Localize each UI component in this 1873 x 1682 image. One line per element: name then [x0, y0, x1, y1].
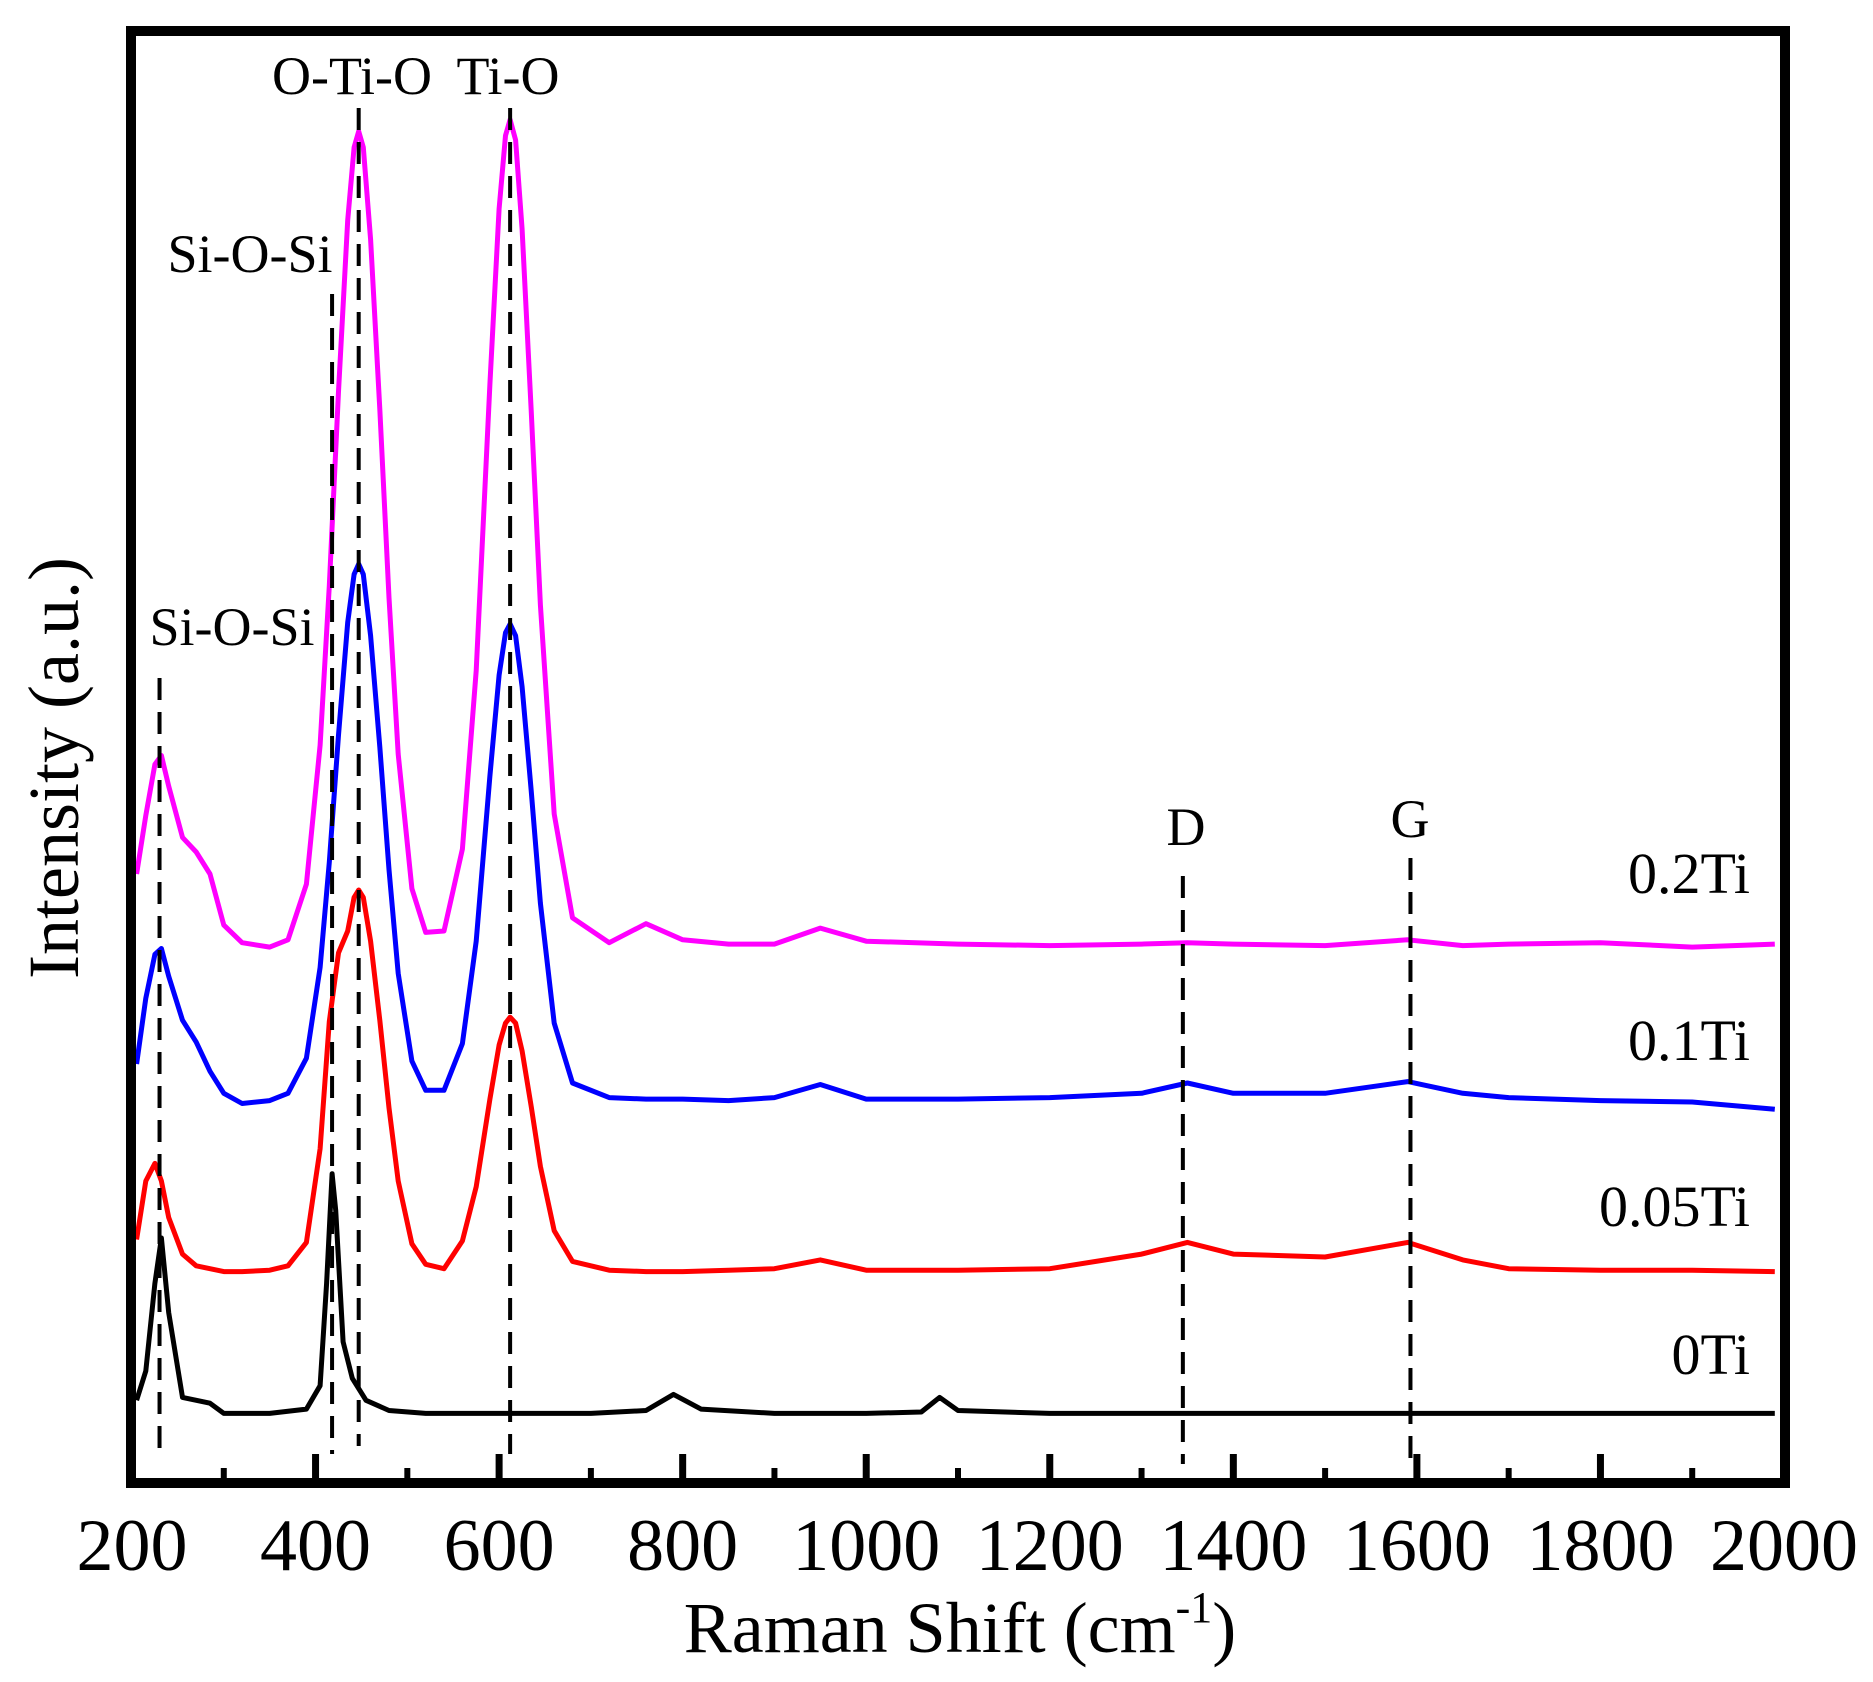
plot-frame — [126, 26, 1790, 1488]
reference-lines — [157, 108, 1413, 1464]
series-line-0ti — [134, 1171, 1775, 1416]
series-line-0.1ti — [134, 561, 1776, 1112]
x-tick-label-1400: 1400 — [1159, 1505, 1307, 1587]
x-tick-label-1200: 1200 — [976, 1505, 1124, 1587]
x-tick-label-800: 800 — [627, 1505, 738, 1587]
x-tick-label-1600: 1600 — [1343, 1505, 1491, 1587]
y-axis-title: Intensity (a.u.) — [14, 557, 94, 979]
annotation-si-o-si-lower: Si-O-Si — [149, 597, 314, 657]
annotation-ti-o: Ti-O — [456, 46, 559, 106]
x-tick-label-2000: 2000 — [1710, 1505, 1858, 1587]
x-tick-label-600: 600 — [444, 1505, 555, 1587]
annotation-g-band: G — [1391, 789, 1430, 849]
x-tick-label-1800: 1800 — [1526, 1505, 1674, 1587]
series-label-0.1ti: 0.1Ti — [1628, 1008, 1750, 1073]
spectra-curves — [134, 117, 1776, 1416]
series-label-0.05ti: 0.05Ti — [1599, 1174, 1750, 1239]
series-line-0.2ti — [134, 117, 1775, 950]
x-tick-label-1000: 1000 — [792, 1505, 940, 1587]
x-axis-title: Raman Shift (cm-1) — [684, 1583, 1237, 1668]
x-tick-label-400: 400 — [260, 1505, 371, 1587]
x-tick-label-200: 200 — [77, 1505, 188, 1587]
annotation-d-band: D — [1167, 797, 1206, 857]
series-label-0.2ti: 0.2Ti — [1628, 841, 1750, 906]
series-label-0ti: 0Ti — [1671, 1322, 1750, 1387]
series-line-0.05ti — [134, 887, 1775, 1275]
annotation-o-ti-o: O-Ti-O — [272, 46, 432, 106]
x-ticks: 200 400 600 800 1000 1200 1400 1600 1800 2000 — [77, 1454, 1858, 1587]
annotation-si-o-si-upper: Si-O-Si — [167, 224, 332, 284]
